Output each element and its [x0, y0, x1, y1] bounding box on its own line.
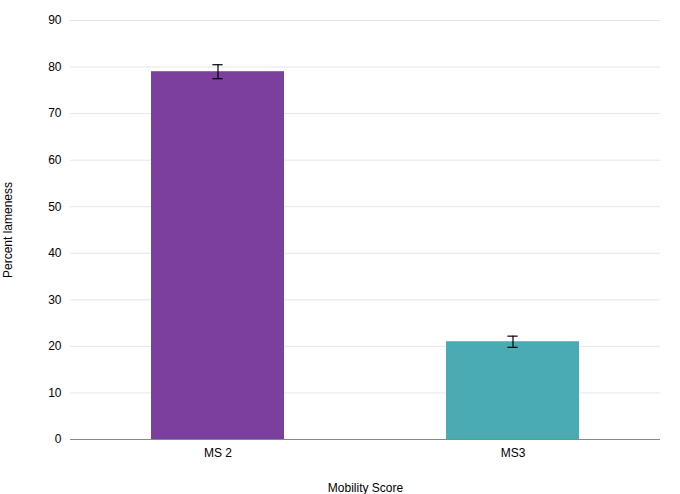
svg-text:70: 70: [48, 106, 62, 120]
svg-text:50: 50: [48, 200, 62, 214]
svg-text:MS3: MS3: [501, 446, 526, 460]
svg-text:90: 90: [48, 13, 62, 27]
svg-text:Mobility Score: Mobility Score: [328, 481, 404, 494]
svg-text:80: 80: [48, 60, 62, 74]
svg-text:30: 30: [48, 293, 62, 307]
svg-text:20: 20: [48, 339, 62, 353]
svg-text:Percent lameness: Percent lameness: [1, 182, 15, 278]
svg-text:40: 40: [48, 246, 62, 260]
svg-text:60: 60: [48, 153, 62, 167]
svg-text:MS 2: MS 2: [204, 446, 232, 460]
svg-text:10: 10: [48, 386, 62, 400]
svg-text:0: 0: [55, 432, 62, 446]
